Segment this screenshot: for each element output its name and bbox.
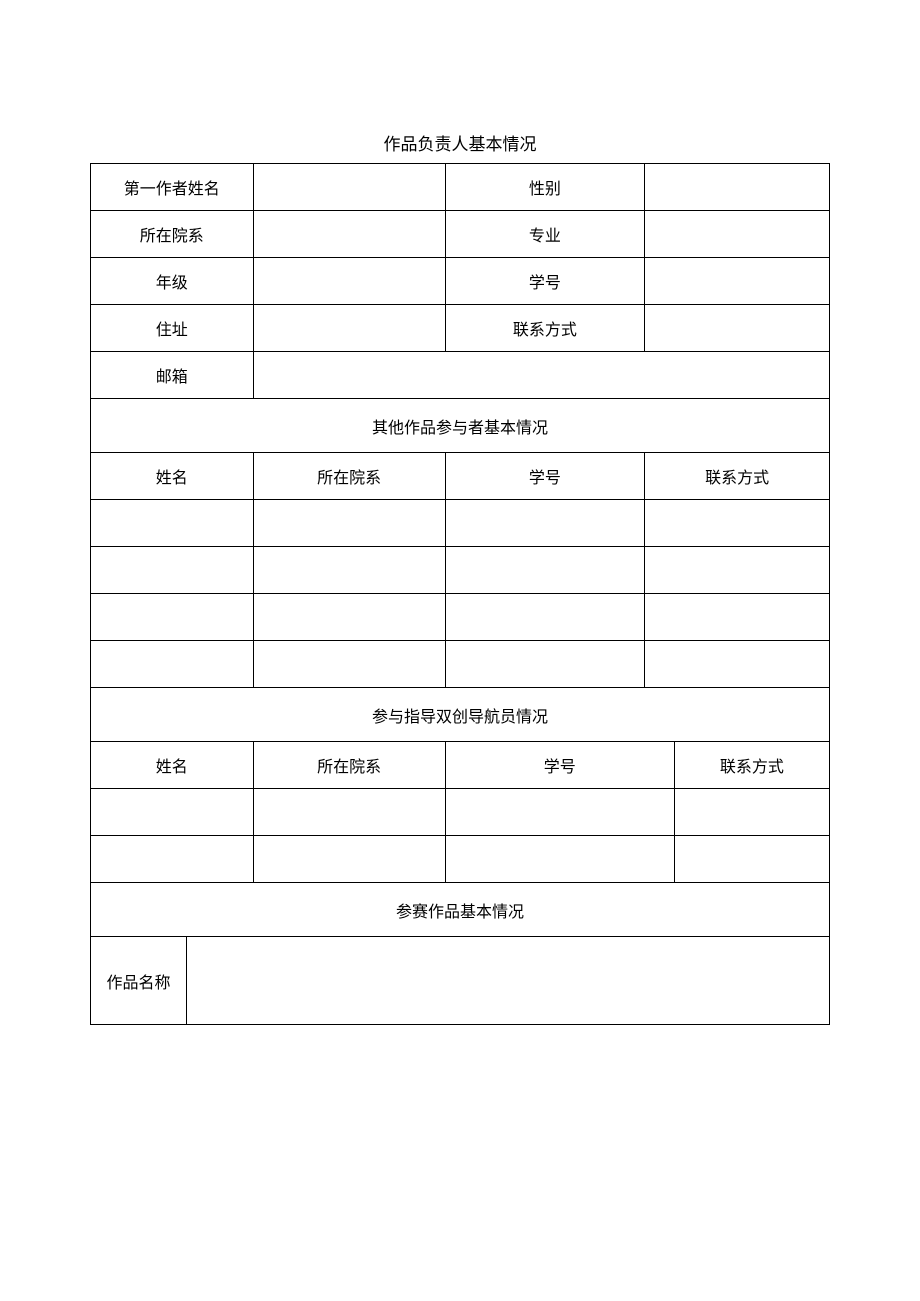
mentor-col-department: 所在院系: [253, 742, 445, 789]
participants-col-name: 姓名: [91, 453, 254, 500]
participant-name: [91, 547, 254, 594]
participant-name: [91, 641, 254, 688]
department-value: [253, 211, 445, 258]
participants-data-row: [91, 641, 830, 688]
form-table: 第一作者姓名 性别 所在院系 专业 年级 学号 住址 联系方式 邮箱 其他作品参…: [90, 163, 830, 1025]
contact-label: 联系方式: [445, 305, 645, 352]
email-value: [253, 352, 829, 399]
gender-value: [645, 164, 830, 211]
first-author-name-label: 第一作者姓名: [91, 164, 254, 211]
participants-col-student-id: 学号: [445, 453, 645, 500]
participant-name: [91, 594, 254, 641]
participants-col-contact: 联系方式: [645, 453, 830, 500]
student-id-value: [645, 258, 830, 305]
first-author-name-value: [253, 164, 445, 211]
work-name-label: 作品名称: [91, 937, 187, 1025]
mentor-data-row: [91, 789, 830, 836]
address-value: [253, 305, 445, 352]
participant-student-id: [445, 547, 645, 594]
form-title: 作品负责人基本情况: [90, 130, 830, 155]
author-row-email: 邮箱: [91, 352, 830, 399]
participants-section-header-row: 其他作品参与者基本情况: [91, 399, 830, 453]
work-name-value: [187, 937, 830, 1025]
mentor-section-header: 参与指导双创导航员情况: [91, 688, 830, 742]
work-name-row: 作品名称: [91, 937, 830, 1025]
mentor-student-id: [445, 789, 674, 836]
participant-contact: [645, 641, 830, 688]
gender-label: 性别: [445, 164, 645, 211]
mentor-contact: [674, 789, 829, 836]
mentor-col-student-id: 学号: [445, 742, 674, 789]
author-row-address-contact: 住址 联系方式: [91, 305, 830, 352]
participants-col-department: 所在院系: [253, 453, 445, 500]
participant-department: [253, 641, 445, 688]
participant-contact: [645, 594, 830, 641]
department-label: 所在院系: [91, 211, 254, 258]
author-row-dept-major: 所在院系 专业: [91, 211, 830, 258]
participant-contact: [645, 500, 830, 547]
major-value: [645, 211, 830, 258]
work-section-header-row: 参赛作品基本情况: [91, 883, 830, 937]
participant-department: [253, 500, 445, 547]
email-label: 邮箱: [91, 352, 254, 399]
participants-data-row: [91, 547, 830, 594]
mentor-department: [253, 789, 445, 836]
mentor-student-id: [445, 836, 674, 883]
participant-contact: [645, 547, 830, 594]
participant-department: [253, 594, 445, 641]
grade-value: [253, 258, 445, 305]
mentor-contact: [674, 836, 829, 883]
mentor-section-header-row: 参与指导双创导航员情况: [91, 688, 830, 742]
mentor-name: [91, 836, 254, 883]
mentor-department: [253, 836, 445, 883]
work-section-header: 参赛作品基本情况: [91, 883, 830, 937]
participant-student-id: [445, 641, 645, 688]
address-label: 住址: [91, 305, 254, 352]
contact-value: [645, 305, 830, 352]
mentor-col-name: 姓名: [91, 742, 254, 789]
participant-name: [91, 500, 254, 547]
grade-label: 年级: [91, 258, 254, 305]
author-row-grade-id: 年级 学号: [91, 258, 830, 305]
major-label: 专业: [445, 211, 645, 258]
student-id-label: 学号: [445, 258, 645, 305]
mentor-data-row: [91, 836, 830, 883]
mentor-name: [91, 789, 254, 836]
mentor-col-contact: 联系方式: [674, 742, 829, 789]
author-row-name-gender: 第一作者姓名 性别: [91, 164, 830, 211]
participant-student-id: [445, 500, 645, 547]
participants-data-row: [91, 594, 830, 641]
participant-department: [253, 547, 445, 594]
participants-columns-row: 姓名 所在院系 学号 联系方式: [91, 453, 830, 500]
mentor-columns-row: 姓名 所在院系 学号 联系方式: [91, 742, 830, 789]
participants-section-header: 其他作品参与者基本情况: [91, 399, 830, 453]
participant-student-id: [445, 594, 645, 641]
participants-data-row: [91, 500, 830, 547]
